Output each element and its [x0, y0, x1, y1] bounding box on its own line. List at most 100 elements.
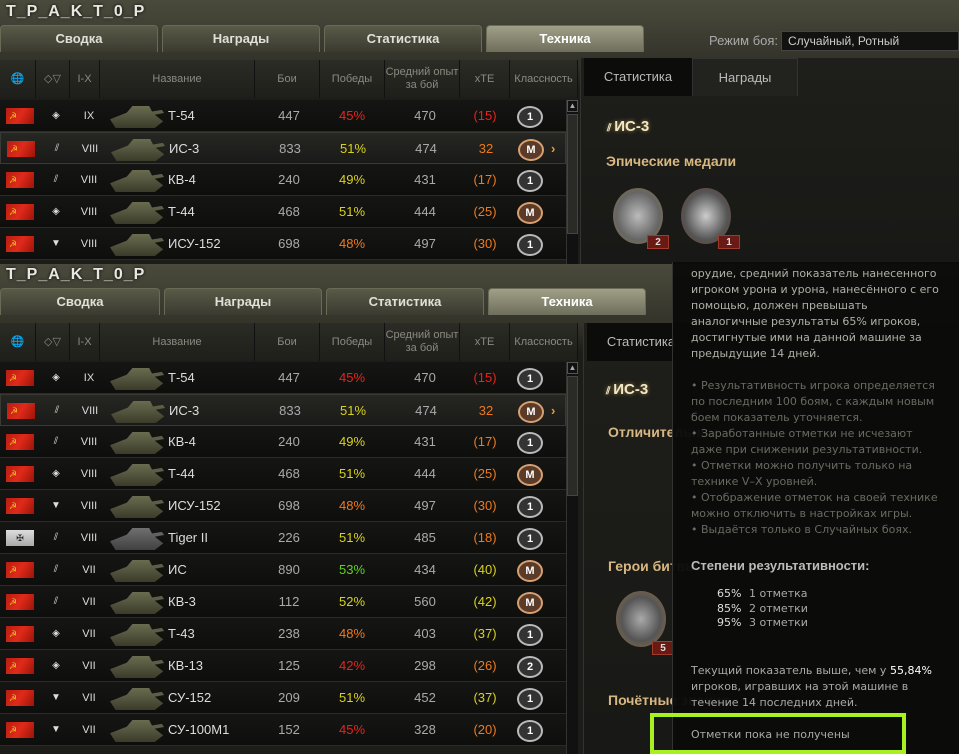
heavy-tank-icon: ⫽: [53, 596, 59, 607]
xte: 32: [478, 141, 494, 156]
header-name-column[interactable]: Название: [100, 60, 255, 98]
level-row: 85% 2 отметки: [717, 601, 808, 615]
avg-xp: 470: [414, 370, 436, 385]
scrollbar[interactable]: ▲: [566, 100, 578, 265]
xte: 32: [478, 403, 494, 418]
battles: 468: [278, 466, 300, 481]
header-tier-column[interactable]: I-X: [70, 323, 100, 361]
heavy-tank-icon: ⫽: [606, 386, 614, 397]
detail-tab-awards[interactable]: Награды: [692, 58, 798, 96]
tier: VII: [82, 564, 96, 576]
header-globe-icon[interactable]: 🌐: [0, 60, 36, 98]
tab-statistics[interactable]: Статистика: [326, 288, 484, 315]
vehicle-row[interactable]: ☭ ▼ VIII ИСУ-152 698 48% 497 (30) 1: [0, 490, 566, 522]
vehicle-row[interactable]: ✠ ⫽ VIII Tiger II 226 51% 485 (18) 1: [0, 522, 566, 554]
tab-vehicles[interactable]: Техника: [486, 25, 644, 52]
tier: VIII: [80, 500, 98, 512]
vehicle-row[interactable]: ☭ ◈ VII Т-43 238 48% 403 (37) 1: [0, 618, 566, 650]
ussr-flag-icon: ☭: [6, 108, 34, 124]
medal-icon[interactable]: [681, 188, 731, 244]
header-battles-column[interactable]: Бои: [255, 60, 320, 98]
ussr-flag-icon: ☭: [6, 236, 34, 252]
medal-icon[interactable]: [613, 188, 663, 244]
tier: VII: [82, 660, 96, 672]
vehicle-row[interactable]: ☭ ▼ VIII ИСУ-152 698 48% 497 (30) 1: [0, 228, 566, 260]
tab-awards[interactable]: Награды: [164, 288, 322, 315]
vehicle-name: КВ-13: [168, 658, 204, 673]
mastery-badge-icon: 1: [517, 528, 543, 550]
scroll-thumb[interactable]: [567, 114, 578, 234]
tooltip-note: • Результативность игрока определяется п…: [691, 379, 935, 424]
header-avg-xp-column[interactable]: Средний опыт за бой: [385, 323, 460, 361]
scrollbar[interactable]: ▲: [566, 362, 578, 754]
scroll-up-icon[interactable]: ▲: [567, 100, 578, 112]
vehicle-row[interactable]: ☭ ⫽ VIII ИС-3 833 51% 474 32 M ›: [0, 394, 566, 426]
heavy-tank-icon: ⫽: [53, 564, 59, 575]
header-class-column[interactable]: Классность: [510, 60, 578, 98]
header-wins-column[interactable]: Победы: [320, 60, 385, 98]
win-rate: 51%: [338, 204, 366, 219]
heroes-medal-icon[interactable]: [616, 591, 666, 647]
vehicle-name: ИС-3: [169, 141, 200, 156]
battle-mode-dropdown[interactable]: Случайный, Ротный: [781, 31, 959, 51]
vehicle-row[interactable]: ☭ ◈ VIII Т-44 468 51% 444 (25) M: [0, 196, 566, 228]
vehicle-name: СУ-100М1: [168, 722, 230, 737]
xte: (42): [473, 594, 497, 609]
xte: (17): [473, 434, 497, 449]
header-xte-column[interactable]: xTE: [460, 323, 510, 361]
battles: 833: [279, 141, 301, 156]
vehicle-row[interactable]: ☭ ⫽ VIII ИС-3 833 51% 474 32 M ›: [0, 132, 566, 164]
vehicle-name: Т-43: [168, 626, 195, 641]
vehicle-row[interactable]: ☭ ◈ VII КВ-13 125 42% 298 (26) 2: [0, 650, 566, 682]
germany-flag-icon: ✠: [6, 530, 34, 546]
header-wins-column[interactable]: Победы: [320, 323, 385, 361]
header-tank-type-icon[interactable]: ◇▽: [36, 60, 70, 98]
header-xte-column[interactable]: xTE: [460, 60, 510, 98]
win-rate: 49%: [338, 172, 366, 187]
epic-medals-title: Эпические медали: [606, 153, 737, 169]
ussr-flag-icon: ☭: [6, 172, 34, 188]
tier: VIII: [80, 532, 98, 544]
xte: (40): [473, 562, 497, 577]
tier: VIII: [81, 405, 99, 417]
header-tank-type-icon[interactable]: ◇▽: [36, 323, 70, 361]
tab-statistics[interactable]: Статистика: [324, 25, 482, 52]
tab-awards[interactable]: Награды: [162, 25, 320, 52]
levels-title: Степени результативности:: [691, 558, 870, 573]
xte: (25): [473, 204, 497, 219]
mastery-badge-icon: 1: [517, 170, 543, 192]
header-class-column[interactable]: Классность: [510, 323, 578, 361]
vehicle-row[interactable]: ☭ ⫽ VIII КВ-4 240 49% 431 (17) 1: [0, 426, 566, 458]
xte: (15): [473, 108, 497, 123]
vehicle-row[interactable]: ☭ ◈ VIII Т-44 468 51% 444 (25) M: [0, 458, 566, 490]
vehicle-row[interactable]: ☭ ⫽ VII КВ-3 112 52% 560 (42) M: [0, 586, 566, 618]
scroll-up-icon[interactable]: ▲: [567, 362, 578, 374]
tooltip-note: • Заработанные отметки не исчезают даже …: [691, 427, 923, 456]
header-tier-column[interactable]: I-X: [70, 60, 100, 98]
medium-tank-icon: ◈: [52, 660, 60, 671]
header-battles-column[interactable]: Бои: [255, 323, 320, 361]
mastery-badge-icon: 2: [517, 656, 543, 678]
detail-tab-statistics[interactable]: Статистика: [584, 58, 692, 96]
vehicle-row[interactable]: ☭ ▼ VII СУ-100М1 152 45% 328 (20) 1: [0, 714, 566, 746]
vehicle-row[interactable]: ☭ ▼ VII СУ-152 209 51% 452 (37) 1: [0, 682, 566, 714]
vehicle-row[interactable]: ☭ ◈ IX Т-54 447 45% 470 (15) 1: [0, 100, 566, 132]
header-name-column[interactable]: Название: [100, 323, 255, 361]
header-globe-icon[interactable]: 🌐: [0, 323, 36, 361]
avg-xp: 485: [414, 530, 436, 545]
tab-vehicles[interactable]: Техника: [488, 288, 646, 315]
tab-summary[interactable]: Сводка: [0, 288, 160, 315]
ussr-flag-icon: ☭: [6, 594, 34, 610]
win-rate: 53%: [338, 562, 366, 577]
win-rate: 51%: [338, 466, 366, 481]
medal-count: 2: [647, 235, 669, 249]
mastery-badge-icon: M: [517, 464, 543, 486]
ussr-flag-icon: ☭: [6, 204, 34, 220]
vehicle-row[interactable]: ☭ ⫽ VII ИС 890 53% 434 (40) M: [0, 554, 566, 586]
vehicle-row[interactable]: ☭ ◈ IX Т-54 447 45% 470 (15) 1: [0, 362, 566, 394]
battles: 447: [278, 108, 300, 123]
tab-summary[interactable]: Сводка: [0, 25, 158, 52]
header-avg-xp-column[interactable]: Средний опыт за бой: [385, 60, 460, 98]
vehicle-row[interactable]: ☭ ⫽ VIII КВ-4 240 49% 431 (17) 1: [0, 164, 566, 196]
scroll-thumb[interactable]: [567, 376, 578, 496]
